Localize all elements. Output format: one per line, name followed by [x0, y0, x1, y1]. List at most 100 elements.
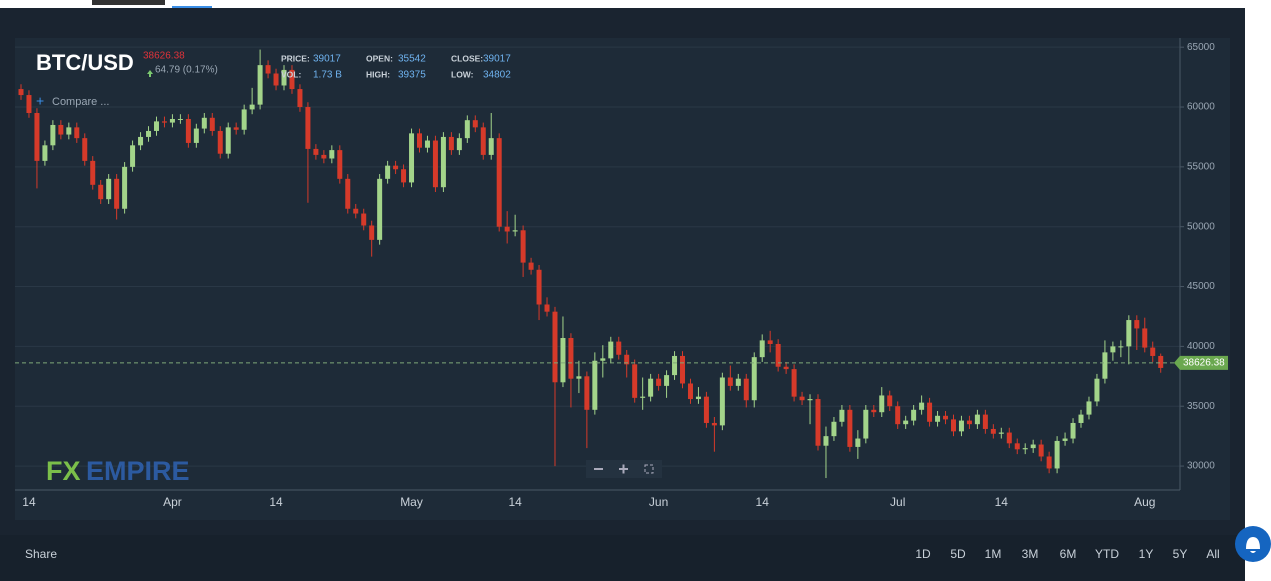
candle: [711, 416, 717, 452]
candle: [1014, 438, 1020, 455]
candle-body: [249, 104, 255, 110]
candle-body: [568, 338, 574, 379]
range-button[interactable]: 5D: [950, 547, 966, 561]
candle: [815, 394, 821, 451]
candle: [361, 208, 367, 231]
candle: [1150, 341, 1156, 362]
candle-body: [775, 343, 781, 367]
candle: [807, 394, 813, 425]
y-tick-label: 30000: [1187, 461, 1215, 472]
candle: [329, 145, 335, 164]
candle-body: [209, 117, 215, 131]
candle-body: [624, 354, 630, 365]
candle: [448, 132, 454, 155]
candle: [640, 377, 646, 410]
candle: [847, 405, 853, 452]
candle: [464, 115, 470, 143]
candle: [767, 330, 773, 353]
candle-body: [1150, 347, 1156, 356]
fullscreen[interactable]: [644, 464, 654, 474]
candle-body: [281, 69, 287, 86]
candle-body: [943, 415, 949, 420]
candle: [1158, 353, 1164, 373]
candle: [98, 180, 104, 204]
candle-body: [703, 396, 709, 423]
candle-body: [34, 113, 40, 161]
y-tick-label: 50000: [1187, 221, 1215, 232]
candle: [568, 333, 574, 408]
candle: [472, 115, 478, 133]
candle: [855, 430, 861, 459]
candle: [209, 113, 215, 136]
candle: [695, 387, 701, 404]
candle: [42, 140, 48, 166]
range-button[interactable]: YTD: [1095, 547, 1119, 561]
range-button[interactable]: All: [1206, 547, 1219, 561]
candle-body: [847, 409, 853, 447]
candle-body: [153, 121, 159, 131]
range-button[interactable]: 1Y: [1139, 547, 1154, 561]
compare[interactable]: Compare ...: [52, 96, 109, 108]
candle-body: [233, 127, 239, 130]
candle-body: [974, 414, 980, 425]
candle-body: [488, 138, 494, 155]
candle: [974, 409, 980, 429]
candle: [225, 122, 231, 159]
candle-body: [26, 95, 32, 114]
candle: [409, 128, 415, 188]
candle-body: [687, 383, 693, 400]
candle: [401, 164, 407, 188]
candle-body: [807, 399, 813, 401]
candle-body: [1102, 352, 1108, 379]
candle: [480, 122, 486, 160]
candle-body: [329, 150, 335, 159]
range-button[interactable]: 3M: [1022, 547, 1039, 561]
candle: [169, 114, 175, 128]
range-button[interactable]: 1M: [985, 547, 1002, 561]
candle: [257, 49, 263, 110]
stat-label: OPEN:: [366, 53, 393, 63]
candle: [759, 334, 765, 362]
candle-body: [823, 436, 829, 446]
candle: [281, 65, 287, 91]
range-button[interactable]: 6M: [1060, 547, 1077, 561]
candle: [632, 359, 638, 403]
candle: [879, 387, 885, 417]
candle-body: [990, 428, 996, 434]
candle: [424, 135, 430, 153]
candle: [927, 397, 933, 427]
candle: [536, 265, 542, 321]
candle: [18, 84, 24, 100]
candle-body: [66, 127, 72, 135]
x-tick-label: 14: [995, 495, 1009, 509]
candle: [911, 405, 917, 426]
tab: [92, 0, 165, 5]
candle: [66, 122, 72, 140]
candle-body: [401, 169, 407, 183]
candle-body: [927, 402, 933, 422]
share[interactable]: Share: [25, 547, 57, 561]
range-button[interactable]: 5Y: [1173, 547, 1188, 561]
candle: [385, 160, 391, 184]
candle: [138, 132, 144, 151]
candle-body: [966, 420, 972, 425]
candle: [600, 345, 606, 378]
candle: [496, 133, 502, 232]
candle-body: [935, 415, 941, 422]
candle: [1038, 439, 1044, 462]
candle-body: [1158, 355, 1164, 368]
candle: [1070, 418, 1076, 444]
range-button[interactable]: 1D: [915, 547, 931, 561]
candle: [950, 414, 956, 437]
candle: [26, 90, 32, 118]
candle: [656, 373, 662, 391]
candle: [440, 132, 446, 192]
candle-body: [241, 109, 247, 130]
footer: [0, 535, 1245, 581]
candle: [903, 415, 909, 429]
candle-body: [895, 406, 901, 425]
zoom-in[interactable]: [619, 464, 628, 474]
candle: [289, 65, 295, 94]
candle: [990, 424, 996, 439]
plus-icon[interactable]: +: [36, 93, 44, 109]
